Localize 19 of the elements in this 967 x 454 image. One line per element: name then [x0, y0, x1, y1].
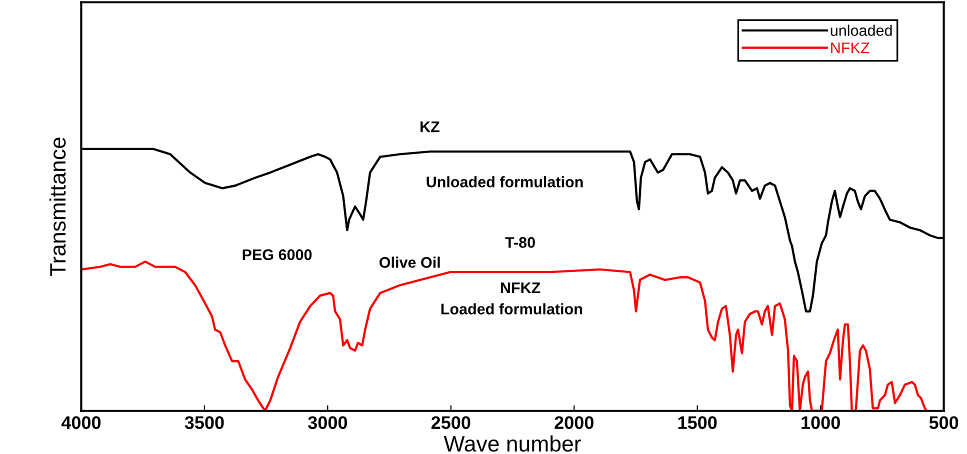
- x-tick-label: 1500: [678, 416, 717, 429]
- x-tick-label: 500: [929, 416, 958, 429]
- x-tick-label: 2500: [431, 416, 470, 429]
- text: NFKZ: [831, 42, 870, 54]
- annotation: Unloaded formulation: [426, 176, 583, 188]
- annotation: NFKZ: [500, 282, 540, 294]
- text: unloaded: [830, 24, 892, 36]
- x-tick-label: 1000: [802, 416, 840, 429]
- annotation: Olive Oil: [380, 256, 440, 268]
- x-tick-label: 2000: [554, 416, 594, 429]
- annotation: T-80: [505, 237, 535, 248]
- y-axis-title: Transmittance: [49, 138, 66, 276]
- x-tick-label: 3500: [184, 416, 224, 430]
- annotation: Loaded formulation: [441, 303, 582, 314]
- x-tick-label: 4000: [61, 416, 101, 429]
- x-tick-label: 3000: [308, 416, 348, 430]
- x-axis-title: Wave number: [444, 435, 581, 452]
- text: KZ: [420, 122, 440, 132]
- annotation: PEG 6000: [242, 249, 312, 260]
